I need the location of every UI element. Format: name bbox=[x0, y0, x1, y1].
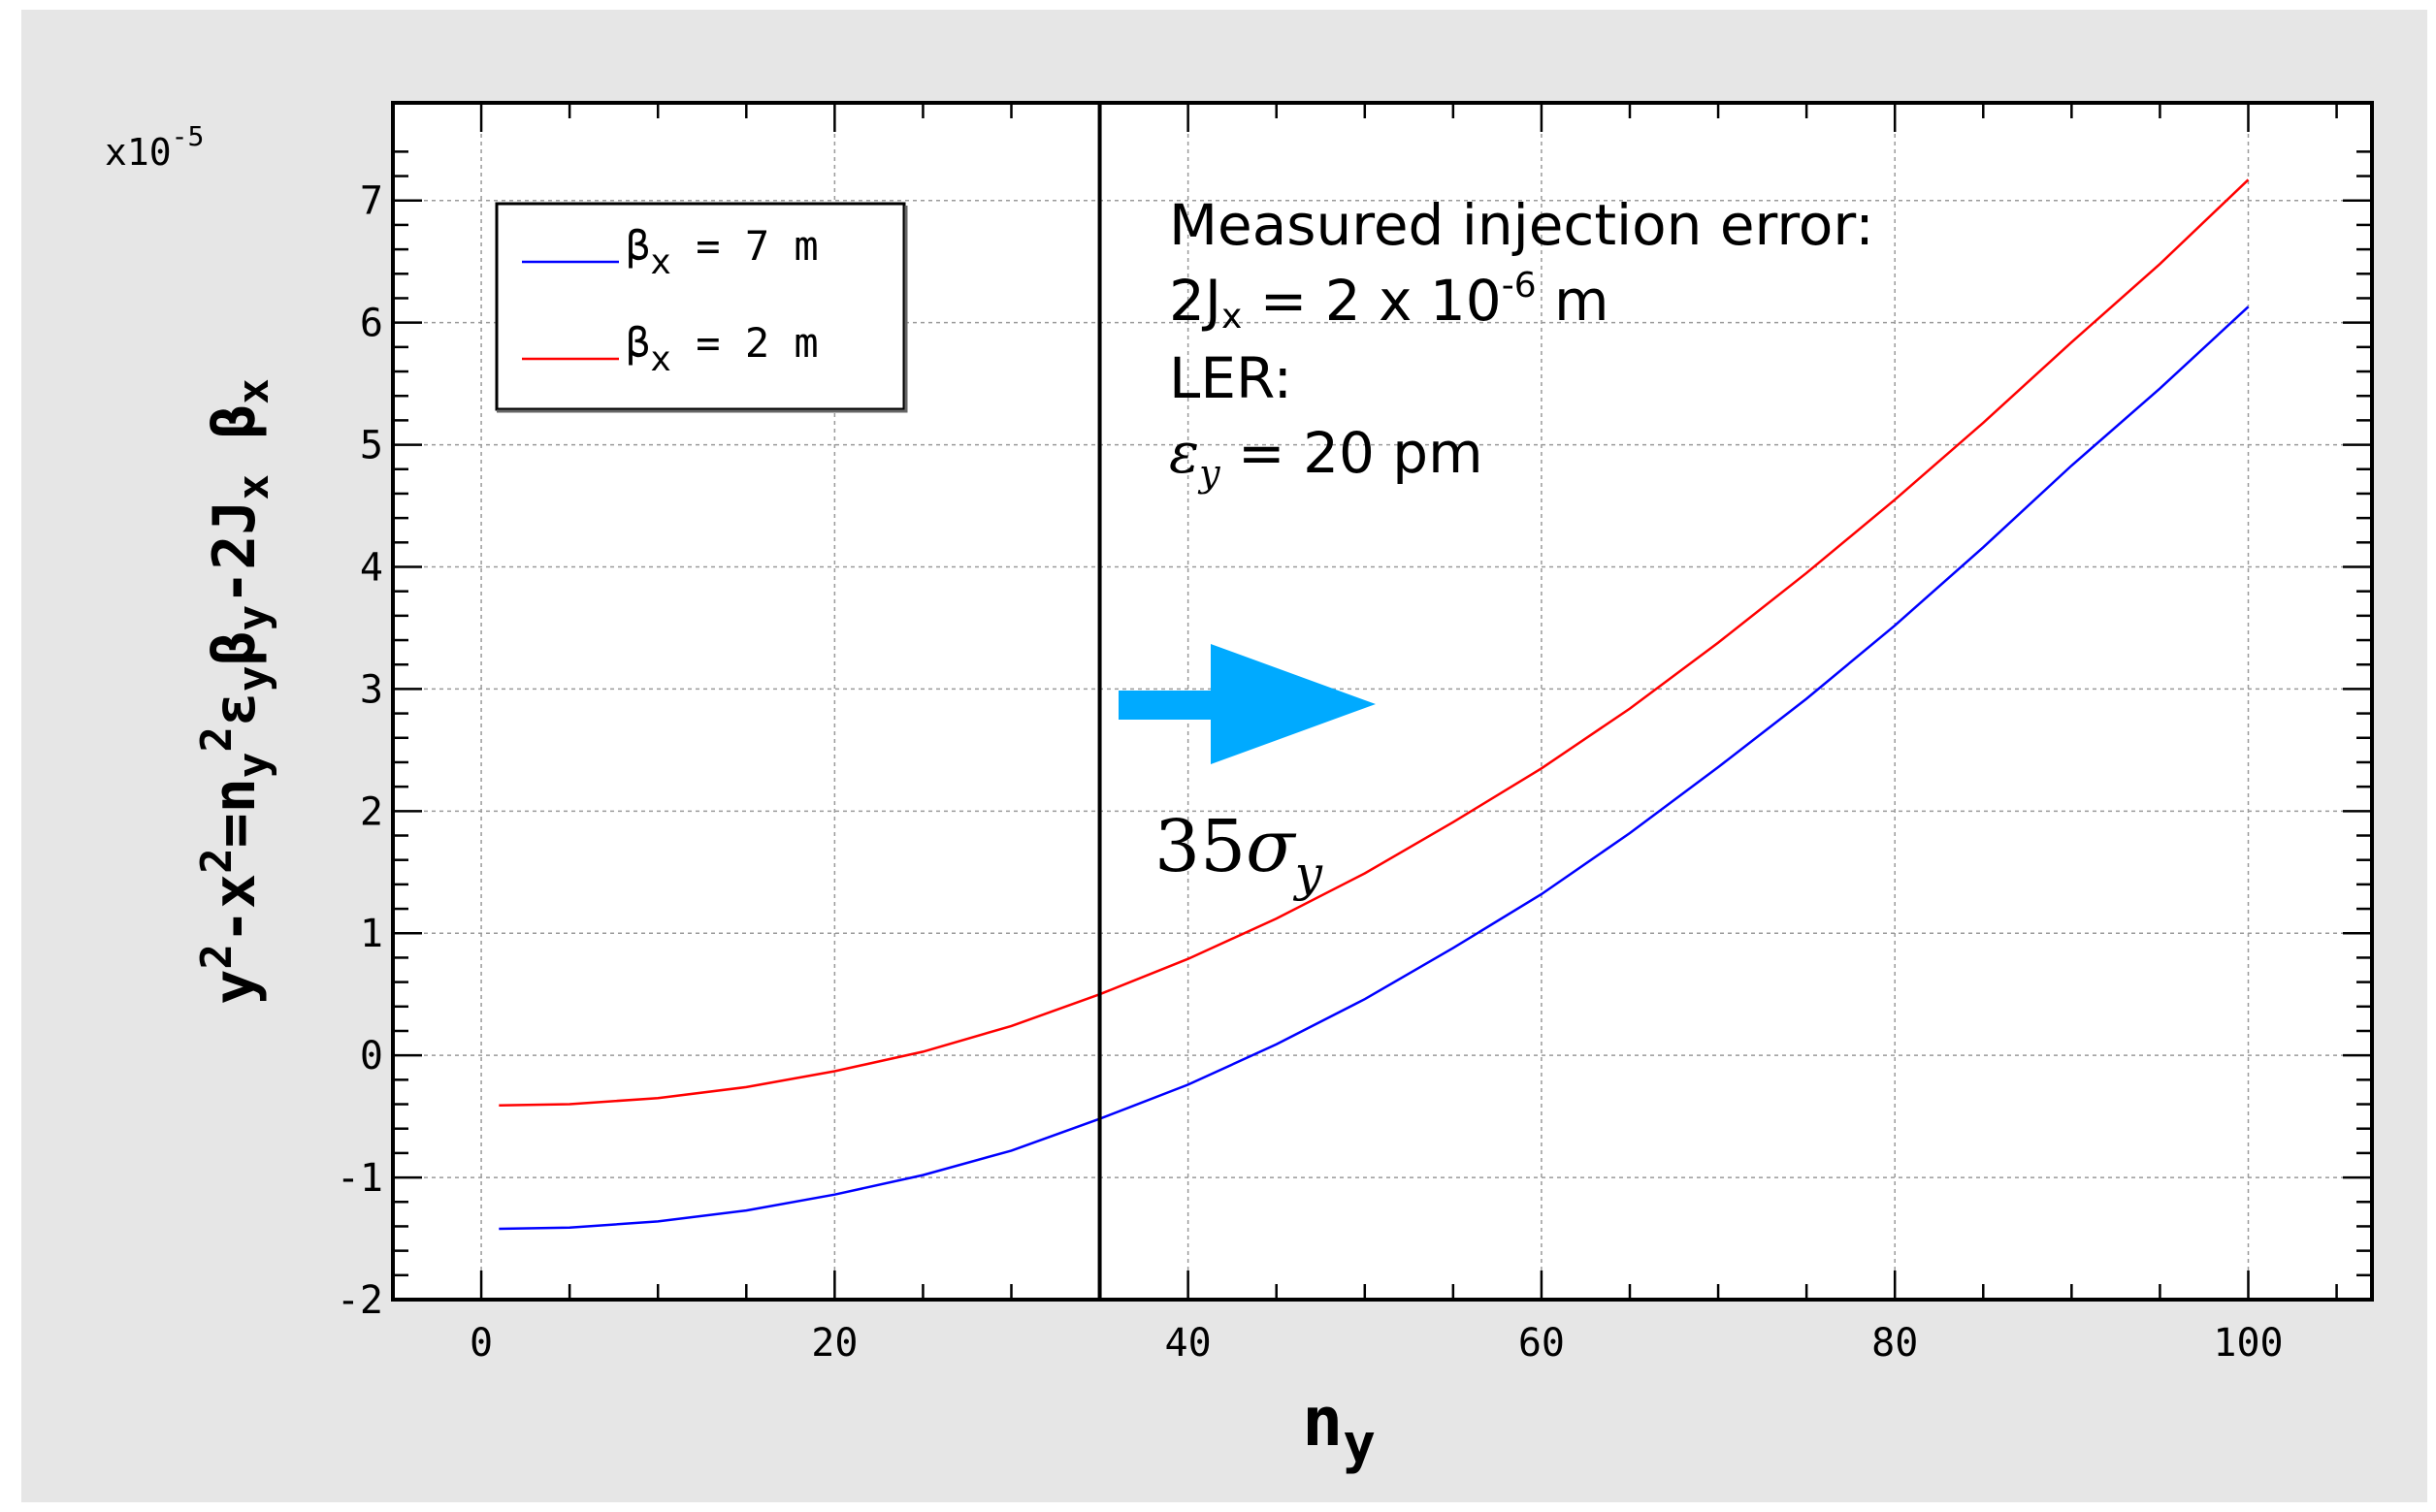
y-tick-label: 6 bbox=[360, 302, 383, 346]
annotation-line-1: Measured injection error: bbox=[1169, 192, 1874, 258]
y-axis-label: y2-x2=ny2εyβy-2Jx βx bbox=[192, 378, 278, 1005]
right-arrow-icon bbox=[1119, 644, 1376, 764]
y-tick-label: 5 bbox=[360, 424, 383, 468]
y-tick-label: 2 bbox=[360, 789, 383, 834]
x-tick-label: 0 bbox=[470, 1321, 493, 1366]
y-multiplier: x10-5 bbox=[105, 120, 204, 174]
series-line bbox=[499, 306, 2250, 1231]
plot-frame bbox=[391, 101, 2374, 1302]
sigma-annotation: 35σy bbox=[1154, 805, 1323, 902]
x-tick-label: 100 bbox=[2213, 1321, 2283, 1366]
x-tick-label: 20 bbox=[811, 1321, 858, 1366]
y-tick-label: 3 bbox=[360, 667, 383, 712]
y-tick-label: -2 bbox=[337, 1278, 383, 1323]
annotation-line-3: LER: bbox=[1169, 345, 1292, 411]
legend-entry-label: βx = 7 m bbox=[626, 222, 819, 282]
series-line bbox=[499, 178, 2250, 1108]
y-tick-label: -1 bbox=[337, 1156, 383, 1201]
y-tick-label: 4 bbox=[360, 545, 383, 590]
x-tick-label: 80 bbox=[1871, 1321, 1918, 1366]
annotation-line-4: εy = 20 pm bbox=[1169, 420, 1483, 495]
y-tick-label: 7 bbox=[360, 179, 383, 224]
y-tick-label: 1 bbox=[360, 912, 383, 956]
y-tick-label: 0 bbox=[360, 1034, 383, 1078]
legend-entry-label: βx = 2 m bbox=[626, 319, 819, 379]
legend-shadow bbox=[497, 206, 908, 413]
annotation-line-2: 2Jx = 2 x 10-6 m bbox=[1169, 266, 1609, 337]
x-axis-label: ny bbox=[1302, 1382, 1376, 1476]
x-tick-label: 60 bbox=[1518, 1321, 1565, 1366]
x-tick-label: 40 bbox=[1165, 1321, 1212, 1366]
legend: βx = 7 m βx = 2 m bbox=[495, 202, 908, 413]
legend-box bbox=[495, 202, 906, 411]
